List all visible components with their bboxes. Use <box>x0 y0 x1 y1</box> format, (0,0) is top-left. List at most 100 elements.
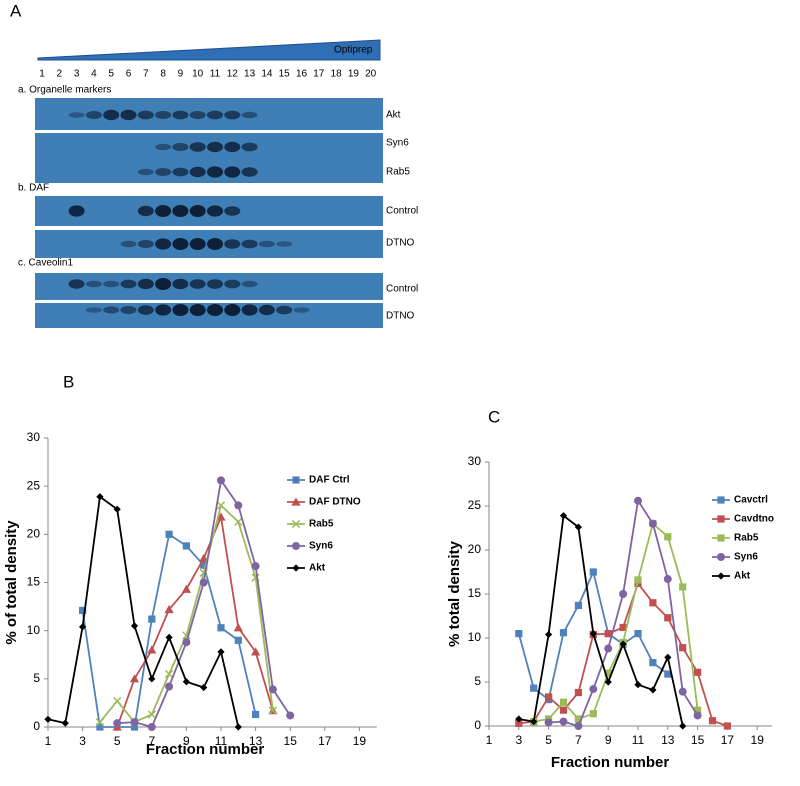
blot-band <box>241 142 258 152</box>
fraction-label: 10 <box>192 69 204 80</box>
marker <box>113 719 122 728</box>
marker <box>251 562 260 571</box>
marker <box>589 710 597 718</box>
marker <box>130 622 139 630</box>
fraction-label: 7 <box>143 69 149 80</box>
marker <box>693 711 702 720</box>
blot-band <box>137 110 154 120</box>
marker <box>515 715 523 723</box>
lane-label: Control <box>386 206 418 217</box>
legend-label: Rab5 <box>309 519 334 530</box>
legend-label: Akt <box>734 571 751 582</box>
fraction-label: 2 <box>57 69 63 80</box>
blot-band <box>155 111 172 119</box>
x-tick-label: 9 <box>183 734 190 748</box>
x-tick-label: 5 <box>545 733 552 747</box>
blot-band <box>241 239 258 249</box>
marker <box>233 623 243 632</box>
blot-band <box>224 279 241 289</box>
x-tick-label: 13 <box>249 734 263 748</box>
blot-band <box>224 304 241 316</box>
fraction-label: 12 <box>227 69 239 80</box>
marker <box>663 575 672 584</box>
fraction-label: 6 <box>126 69 132 80</box>
fraction-label: 9 <box>178 69 184 80</box>
blot-band <box>224 141 241 153</box>
x-tick-label: 7 <box>148 734 155 748</box>
marker <box>694 706 702 714</box>
marker <box>648 519 657 528</box>
marker <box>708 717 717 725</box>
y-tick-label: 5 <box>33 671 40 685</box>
blot-band <box>189 304 206 316</box>
marker <box>234 636 242 644</box>
blot-band <box>155 304 172 316</box>
y-tick-label: 20 <box>27 527 41 541</box>
marker <box>634 576 642 584</box>
legend-label: Akt <box>309 563 326 574</box>
y-axis-label: % of total density <box>3 520 20 645</box>
marker <box>216 512 226 521</box>
marker <box>129 674 140 683</box>
series-line <box>47 495 240 728</box>
marker <box>574 688 582 697</box>
legend-label: Cavctrl <box>734 495 768 506</box>
marker <box>649 659 657 667</box>
y-tick-label: 30 <box>27 430 41 444</box>
marker <box>515 630 523 638</box>
gradient-wedge <box>37 39 381 61</box>
legend-marker <box>717 496 725 504</box>
marker <box>634 496 642 505</box>
y-tick-label: 10 <box>27 623 41 637</box>
blot-band <box>137 205 154 217</box>
panel-label: A <box>10 1 22 20</box>
blot-band <box>241 167 258 177</box>
marker <box>96 493 104 501</box>
blot-band <box>120 306 137 314</box>
lane-label: Syn6 <box>386 138 409 149</box>
y-tick-label: 0 <box>33 719 40 733</box>
x-axis-label: Fraction number <box>551 754 670 771</box>
marker <box>79 606 87 615</box>
legend-label: Cavdtno <box>734 514 774 525</box>
fraction-label: 15 <box>279 69 291 80</box>
blot-band <box>241 280 258 288</box>
blot-band <box>120 240 137 248</box>
blot-band <box>103 109 120 121</box>
x-tick-label: 11 <box>632 733 645 747</box>
blot-band <box>155 238 172 250</box>
gradient-label: Optiprep <box>334 45 373 56</box>
blot-band <box>276 241 293 247</box>
fraction-label: 1 <box>39 69 45 80</box>
blot-band <box>155 143 172 151</box>
marker <box>96 723 104 731</box>
marker <box>44 715 52 723</box>
legend-marker <box>292 564 300 572</box>
x-tick-label: 3 <box>515 733 522 747</box>
blot-band <box>172 110 189 120</box>
blot-band <box>155 168 172 176</box>
legend-marker <box>717 515 725 523</box>
marker <box>182 678 190 686</box>
marker <box>148 675 156 683</box>
lane-label: Akt <box>386 110 401 121</box>
fraction-label: 20 <box>365 69 377 80</box>
legend-label: Rab5 <box>734 533 759 544</box>
blot-band <box>207 279 223 289</box>
blot-band <box>68 279 85 289</box>
y-tick-label: 10 <box>468 630 482 644</box>
marker <box>181 584 191 593</box>
blot-band <box>120 109 137 121</box>
marker <box>200 561 208 569</box>
blot-band <box>85 307 102 313</box>
blot-band <box>103 306 120 314</box>
section-title: b. DAF <box>18 183 49 194</box>
marker <box>165 682 174 691</box>
marker <box>79 623 87 631</box>
marker <box>530 718 538 726</box>
lane-label: Rab5 <box>386 167 410 178</box>
blot-band <box>189 142 206 152</box>
fraction-label: 8 <box>160 69 166 80</box>
y-tick-label: 25 <box>468 498 482 512</box>
marker <box>252 710 260 719</box>
